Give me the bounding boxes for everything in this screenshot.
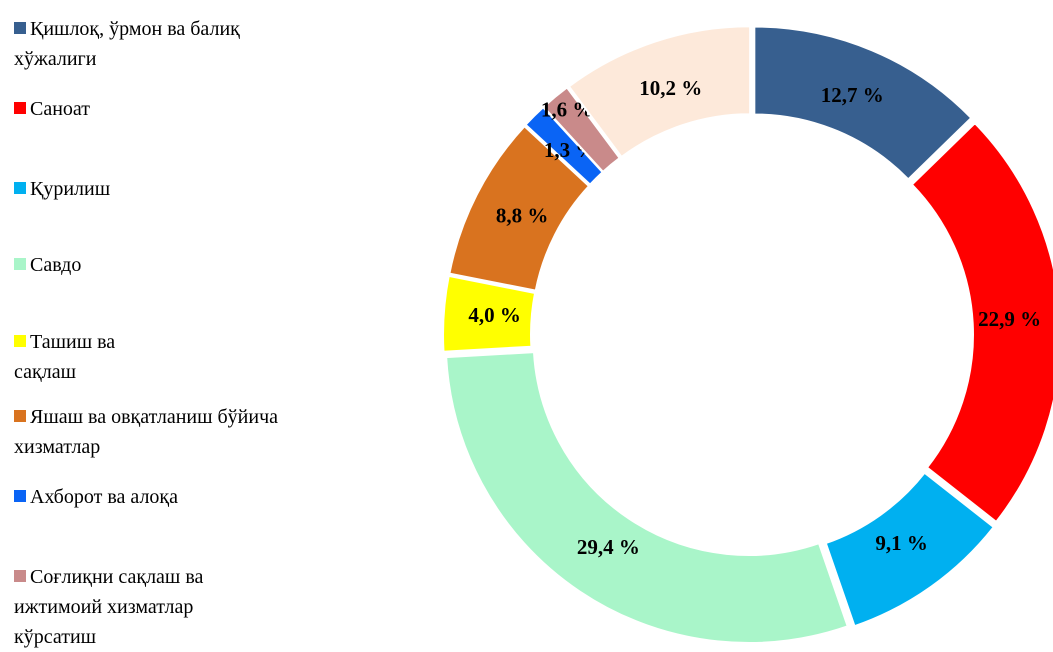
data-label: 12,7 % <box>821 83 884 107</box>
legend-label: Яшаш ва овқатланиш бўйича хизматлар <box>14 406 279 458</box>
legend-label: Савдо <box>30 254 82 276</box>
legend-item: Саноат <box>14 94 314 124</box>
data-label: 10,2 % <box>639 76 702 100</box>
legend-item: Яшаш ва овқатланиш бўйича хизматлар <box>14 402 314 462</box>
legend-swatch <box>14 335 26 347</box>
donut-segment <box>753 25 973 181</box>
legend-swatch <box>14 490 26 502</box>
legend-item: Қурилиш <box>14 174 314 204</box>
legend-label: Ахборот ва алоқа <box>30 486 179 508</box>
legend-item: Қишлоқ, ўрмон ва балиқ хўжалиги <box>14 14 314 74</box>
legend-label: Соғлиқни сақлаш ва ижтимоий хизматлар кў… <box>14 566 204 648</box>
data-label: 29,4 % <box>577 535 640 559</box>
data-label: 22,9 % <box>978 307 1041 331</box>
donut-segment <box>567 25 752 159</box>
legend-label: Саноат <box>30 98 91 120</box>
donut-segment <box>442 274 537 353</box>
donut-segment <box>542 86 622 174</box>
data-label: 8,8 % <box>496 204 549 228</box>
donut-segment <box>824 471 996 628</box>
legend-item: Савдо <box>14 250 314 280</box>
data-label: 9,1 % <box>875 531 928 555</box>
legend-label: Ташиш ва сақлаш <box>14 331 116 383</box>
legend-item: Соғлиқни сақлаш ва ижтимоий хизматлар кў… <box>14 562 274 652</box>
legend-label: Қишлоқ, ўрмон ва балиқ хўжалиги <box>14 18 240 70</box>
legend-swatch <box>14 258 26 270</box>
legend-swatch <box>14 410 26 422</box>
legend-swatch <box>14 570 26 582</box>
legend-label: Қурилиш <box>30 178 111 200</box>
donut-segment <box>910 121 1053 524</box>
legend-swatch <box>14 22 26 34</box>
data-label: 4,0 % <box>468 303 521 327</box>
legend-swatch <box>14 102 26 114</box>
legend-item: Ахборот ва алоқа <box>14 482 314 512</box>
donut-segment <box>448 124 591 292</box>
donut-segment <box>445 351 849 644</box>
legend-item: Ташиш ва сақлаш <box>14 327 154 387</box>
legend-swatch <box>14 182 26 194</box>
